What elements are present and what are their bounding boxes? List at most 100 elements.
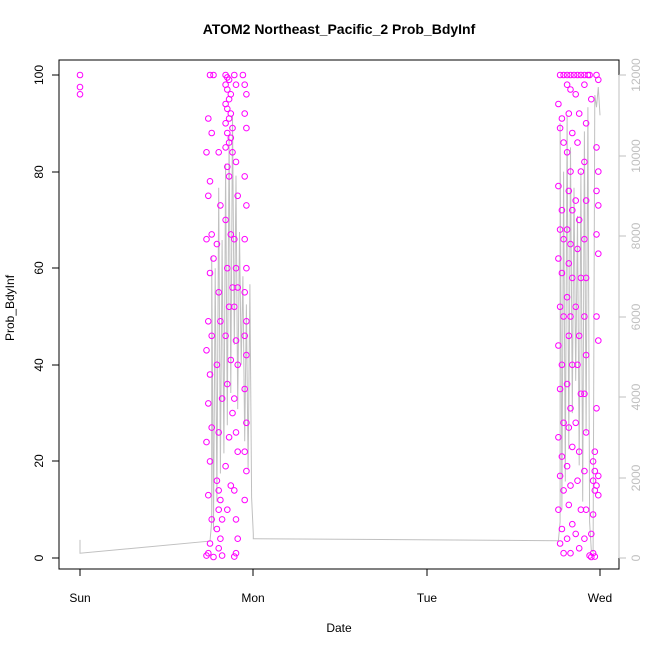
data-point <box>205 400 212 407</box>
series-line <box>79 87 601 554</box>
data-point <box>565 110 573 117</box>
data-point <box>241 289 248 296</box>
y-tick-80: 80 <box>32 165 59 179</box>
y-tick-100: 100 <box>32 65 59 85</box>
x-tick-mon: Mon <box>241 569 265 605</box>
data-point <box>582 197 590 204</box>
y-tick-label-20: 20 <box>32 454 46 468</box>
data-point <box>218 516 226 523</box>
data-point <box>206 269 214 277</box>
data-point <box>569 129 576 137</box>
data-point <box>593 231 600 238</box>
data-point <box>577 390 585 398</box>
data-point <box>574 245 581 253</box>
data-point <box>591 553 599 560</box>
data-point <box>582 351 590 359</box>
data-point <box>234 535 241 543</box>
data-point <box>588 95 595 103</box>
data-point <box>241 332 248 340</box>
data-point <box>76 71 84 79</box>
data-point <box>589 477 597 485</box>
data-point <box>213 240 221 248</box>
data-point <box>577 168 585 175</box>
data-point <box>243 467 250 475</box>
data-point <box>556 226 564 233</box>
data-point <box>560 419 567 427</box>
data-point <box>205 491 212 499</box>
data-point <box>569 206 576 214</box>
y-right-tick-10000: 10000 <box>619 139 643 173</box>
data-point <box>555 434 562 441</box>
data-point <box>582 506 590 514</box>
data-point <box>595 76 602 84</box>
data-point <box>217 202 224 209</box>
data-point <box>217 535 224 543</box>
data-point <box>227 482 235 489</box>
data-point <box>595 337 602 344</box>
data-point <box>556 472 564 480</box>
data-point <box>215 545 222 552</box>
data-point <box>572 91 580 98</box>
data-point <box>241 385 248 393</box>
y-tick-label-100: 100 <box>32 65 46 85</box>
data-point <box>205 192 212 200</box>
data-point <box>581 390 588 398</box>
y-axis-right: 0 2000 4000 6000 8000 10000 12000 <box>618 58 643 561</box>
data-point <box>210 71 217 79</box>
data-point <box>560 549 567 557</box>
data-point <box>205 318 212 325</box>
data-point <box>224 264 231 272</box>
data-point <box>574 477 581 485</box>
data-point <box>563 535 571 543</box>
data-point <box>556 71 564 79</box>
data-point <box>231 303 238 311</box>
data-point <box>560 313 567 320</box>
data-point <box>595 491 602 499</box>
x-tick-tue: Tue <box>417 569 437 605</box>
data-point <box>567 168 574 175</box>
data-point <box>581 158 588 166</box>
data-point <box>555 342 562 349</box>
data-point <box>217 318 224 325</box>
y-tick-label-40: 40 <box>32 358 46 372</box>
data-point <box>225 434 233 441</box>
data-point <box>572 303 580 311</box>
y-right-tick-0: 0 <box>619 554 643 561</box>
y-right-tick-label-12000: 12000 <box>629 58 643 92</box>
data-point <box>575 332 583 340</box>
data-point <box>563 226 571 233</box>
data-point <box>569 443 576 451</box>
data-point <box>589 549 597 557</box>
x-tick-label-sun: Sun <box>69 591 90 605</box>
y-tick-label-0: 0 <box>32 554 46 561</box>
data-point <box>222 120 229 127</box>
data-point <box>572 197 580 204</box>
data-point <box>206 71 214 79</box>
data-point <box>225 115 233 122</box>
data-point <box>574 361 581 369</box>
data-point <box>215 487 222 494</box>
data-point <box>593 482 600 489</box>
x-tick-wed: Wed <box>588 569 612 605</box>
data-point <box>588 530 595 538</box>
data-point <box>567 313 574 320</box>
data-point <box>575 216 583 224</box>
data-point <box>213 361 221 369</box>
data-point <box>231 71 238 79</box>
y-right-tick-label-4000: 4000 <box>629 383 643 410</box>
data-point <box>76 83 84 91</box>
data-point <box>555 100 562 108</box>
data-point <box>241 81 248 88</box>
data-point <box>218 552 226 559</box>
data-point <box>567 71 574 79</box>
data-point <box>565 424 573 431</box>
data-point <box>243 318 250 325</box>
y-tick-20: 20 <box>32 454 59 468</box>
data-point <box>210 553 217 561</box>
y-right-tick-label-6000: 6000 <box>629 303 643 330</box>
x-axis: Sun Mon Tue Wed <box>69 568 612 605</box>
data-point <box>581 535 588 543</box>
data-point <box>563 462 571 470</box>
data-point <box>595 202 602 209</box>
data-point <box>560 487 567 494</box>
